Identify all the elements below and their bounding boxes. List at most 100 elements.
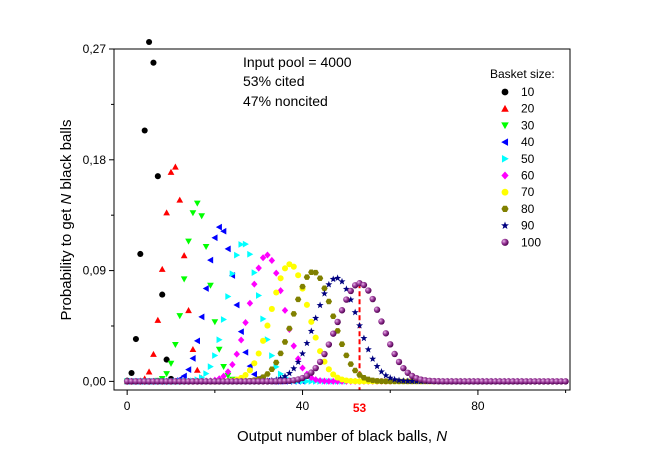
data-point <box>251 280 258 288</box>
data-point <box>211 378 219 385</box>
data-point <box>128 378 135 385</box>
x-axis-title: Output number of black balls, N <box>237 428 447 445</box>
data-point <box>172 378 179 385</box>
data-point <box>277 350 284 357</box>
data-point <box>167 168 175 175</box>
data-point <box>189 210 197 217</box>
data-point <box>514 378 521 385</box>
data-point <box>193 366 201 373</box>
data-point <box>316 358 324 366</box>
data-point <box>562 378 569 385</box>
data-point <box>237 378 245 385</box>
data-point <box>251 269 258 276</box>
data-point <box>505 378 512 385</box>
data-point <box>259 374 267 380</box>
legend-item-70: 70 <box>501 185 535 199</box>
data-point <box>215 223 222 231</box>
data-point <box>299 364 306 372</box>
data-point <box>163 209 170 216</box>
legend-item-10: 10 <box>501 85 535 99</box>
legend-title: Basket size: <box>490 67 555 81</box>
data-point <box>448 378 455 385</box>
data-point <box>172 342 179 349</box>
data-point <box>207 363 214 370</box>
data-point <box>373 306 381 313</box>
data-point <box>386 374 394 381</box>
data-point <box>180 372 187 380</box>
data-point <box>474 378 482 385</box>
legend-label: 100 <box>521 235 541 249</box>
data-point <box>527 378 534 385</box>
data-point <box>212 352 219 359</box>
data-point <box>444 378 451 385</box>
y-tick-label: 0,27 <box>83 42 107 56</box>
data-point <box>264 378 271 385</box>
data-point <box>369 355 377 362</box>
data-point <box>268 366 276 373</box>
series-20 <box>123 163 219 385</box>
data-point <box>242 348 249 356</box>
data-point <box>176 196 184 203</box>
data-point <box>215 346 223 353</box>
data-point <box>479 378 486 385</box>
data-point <box>185 238 192 245</box>
series-50 <box>124 240 350 385</box>
data-point <box>378 318 385 325</box>
data-point <box>316 301 324 309</box>
data-point <box>269 352 276 360</box>
data-point <box>193 337 200 345</box>
data-point <box>404 377 412 385</box>
data-point <box>452 378 460 385</box>
data-point <box>154 316 162 323</box>
data-point <box>268 305 275 312</box>
data-point <box>307 327 315 335</box>
data-point <box>325 341 333 348</box>
data-point <box>273 269 280 277</box>
legend-item-20: 20 <box>501 102 535 116</box>
legend-label: 50 <box>521 152 535 166</box>
data-point <box>343 296 350 303</box>
plot-marks <box>123 38 569 390</box>
data-point <box>229 361 236 369</box>
data-point <box>154 173 161 180</box>
data-point <box>273 289 280 296</box>
data-point <box>250 370 257 378</box>
data-point <box>342 285 350 293</box>
annotation-cited: 53% cited <box>243 73 304 89</box>
data-point <box>483 378 490 385</box>
data-point <box>558 378 565 385</box>
data-point <box>549 378 556 385</box>
data-point <box>150 378 157 385</box>
data-point <box>281 306 289 314</box>
legend-label: 70 <box>521 185 535 199</box>
data-point <box>146 38 153 46</box>
data-point <box>303 339 311 347</box>
data-point <box>264 371 271 377</box>
data-point <box>544 378 552 385</box>
legend-marker <box>501 238 509 246</box>
data-point <box>185 366 192 373</box>
data-point <box>303 274 311 280</box>
data-point <box>233 350 240 358</box>
data-point <box>242 378 249 385</box>
data-point <box>167 360 175 367</box>
data-point <box>492 378 499 385</box>
legend-label: 60 <box>521 169 535 183</box>
data-point <box>382 330 390 337</box>
data-point <box>202 243 210 251</box>
legend-label: 20 <box>521 102 535 116</box>
data-point <box>202 378 210 385</box>
data-point <box>356 378 363 385</box>
data-point <box>216 336 223 344</box>
legend-marker <box>501 88 509 96</box>
data-point <box>220 363 227 371</box>
data-point <box>193 200 201 207</box>
data-point <box>180 252 188 259</box>
data-point <box>207 282 214 289</box>
data-point <box>132 378 140 385</box>
y-tick-label: 0,18 <box>83 153 107 167</box>
y-tick-label: 0,00 <box>83 374 107 388</box>
data-point <box>185 307 192 314</box>
data-point <box>189 378 197 385</box>
data-point <box>268 256 276 264</box>
